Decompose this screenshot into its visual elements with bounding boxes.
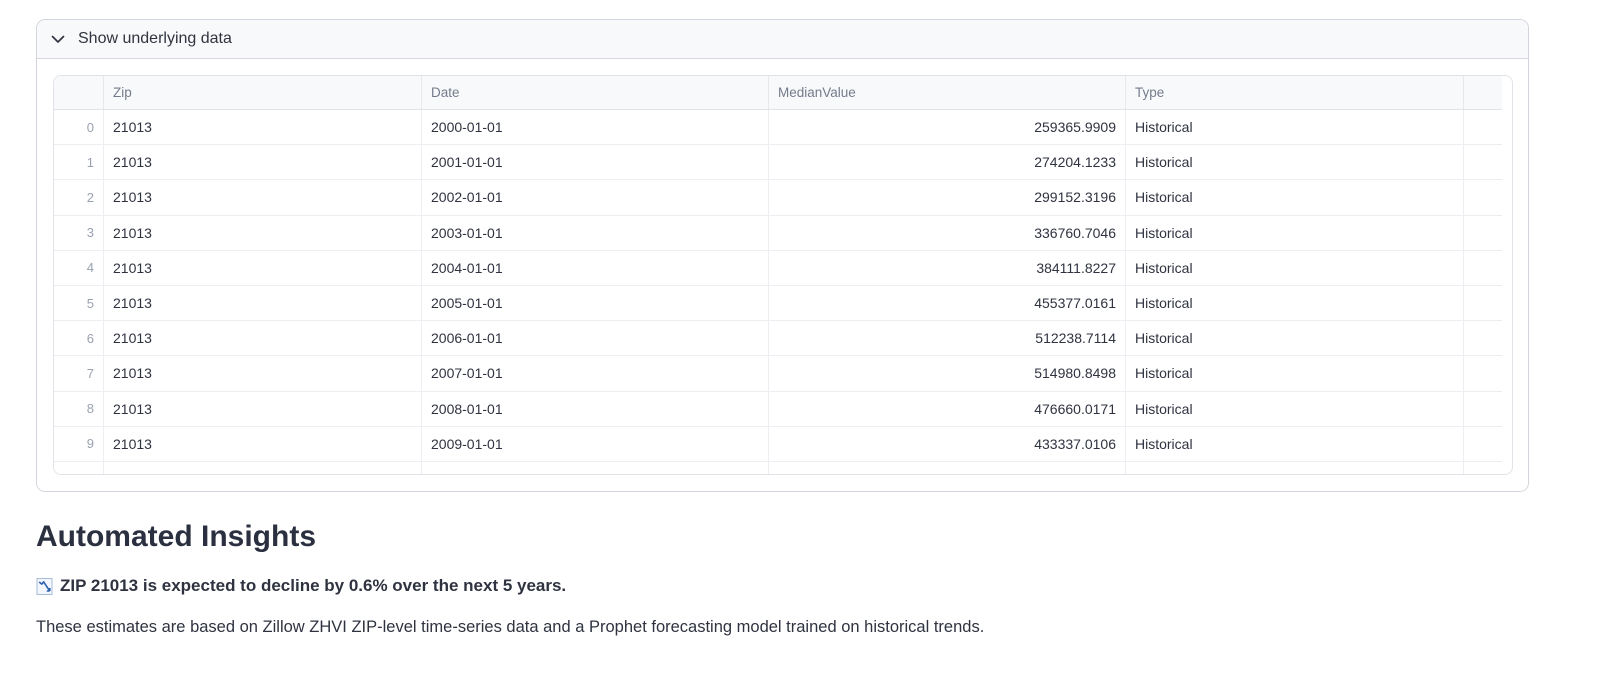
- row-index-cell: 2: [54, 180, 104, 215]
- row-filler-cell: [1464, 392, 1502, 426]
- date-cell: 2000-01-01: [422, 110, 769, 145]
- insight-footnote: These estimates are based on Zillow ZHVI…: [36, 618, 985, 636]
- date-cell: 2002-01-01: [422, 180, 769, 215]
- medianvalue-cell: 336760.7046: [769, 215, 1126, 250]
- chevron-down-icon: [51, 35, 65, 44]
- date-cell: 2005-01-01: [422, 285, 769, 321]
- type-cell: Historical: [1126, 461, 1464, 474]
- table-body: 0 21013 2000-01-01 259365.9909 Historica…: [54, 110, 1502, 474]
- row-filler-cell: [1464, 462, 1502, 474]
- date-cell: 2007-01-01: [422, 356, 769, 391]
- column-header-date: Date: [422, 76, 769, 109]
- date-cell: 2009-01-01: [422, 426, 769, 461]
- medianvalue-cell: [769, 461, 1126, 474]
- type-cell: Historical: [1126, 215, 1464, 250]
- insight-text: ZIP 21013 is expected to decline by 0.6%…: [60, 576, 567, 595]
- insight-highlight-line: ZIP 21013 is expected to decline by 0.6%…: [36, 576, 1536, 596]
- type-cell: Historical: [1126, 426, 1464, 461]
- column-header-type: Type: [1126, 76, 1464, 109]
- table-row: 6 21013 2006-01-01 512238.7114 Historica…: [54, 321, 1502, 357]
- zip-cell: 21013: [104, 461, 422, 474]
- table-row: 5 21013 2005-01-01 455377.0161 Historica…: [54, 285, 1502, 322]
- row-filler-cell: [1464, 145, 1502, 179]
- zip-cell: 21013: [104, 426, 422, 461]
- column-header-zip: Zip: [104, 76, 422, 109]
- row-filler-cell: [1464, 251, 1502, 285]
- date-cell: 2010-01-01: [422, 461, 769, 474]
- type-cell: Historical: [1126, 180, 1464, 215]
- row-index-cell: 10: [54, 461, 104, 474]
- type-cell: Historical: [1126, 321, 1464, 356]
- type-cell: Historical: [1126, 285, 1464, 321]
- row-index-cell: 4: [54, 250, 104, 285]
- data-table[interactable]: Zip Date MedianValue Type 0 21013 2000-0…: [53, 75, 1513, 475]
- expander-body: Zip Date MedianValue Type 0 21013 2000-0…: [37, 59, 1528, 491]
- row-filler-cell: [1464, 180, 1502, 214]
- zip-cell: 21013: [104, 215, 422, 250]
- row-filler-cell: [1464, 356, 1502, 390]
- column-header-index: [54, 76, 104, 109]
- table-header-row: Zip Date MedianValue Type: [54, 76, 1502, 110]
- row-index-cell: 3: [54, 215, 104, 250]
- row-index-cell: 0: [54, 110, 104, 145]
- zip-cell: 21013: [104, 321, 422, 356]
- type-cell: Historical: [1126, 391, 1464, 426]
- medianvalue-cell: 384111.8227: [769, 250, 1126, 285]
- zip-cell: 21013: [104, 391, 422, 426]
- type-cell: Historical: [1126, 356, 1464, 391]
- type-cell: Historical: [1126, 250, 1464, 285]
- row-index-cell: 6: [54, 321, 104, 356]
- row-index-cell: 1: [54, 145, 104, 180]
- medianvalue-cell: 274204.1233: [769, 145, 1126, 180]
- row-index-cell: 8: [54, 391, 104, 426]
- table-row: 4 21013 2004-01-01 384111.8227 Historica…: [54, 250, 1502, 286]
- table-row: 10 21013 2010-01-01 Historical: [54, 461, 1502, 474]
- row-filler-cell: [1464, 110, 1502, 144]
- row-filler-cell: [1464, 321, 1502, 355]
- medianvalue-cell: 433337.0106: [769, 426, 1126, 461]
- row-filler-cell: [1464, 427, 1502, 461]
- date-cell: 2008-01-01: [422, 391, 769, 426]
- table-row: 3 21013 2003-01-01 336760.7046 Historica…: [54, 215, 1502, 251]
- table-row: 8 21013 2008-01-01 476660.0171 Historica…: [54, 391, 1502, 427]
- date-cell: 2004-01-01: [422, 250, 769, 285]
- medianvalue-cell: 512238.7114: [769, 321, 1126, 356]
- zip-cell: 21013: [104, 110, 422, 145]
- zip-cell: 21013: [104, 145, 422, 180]
- row-index-cell: 5: [54, 285, 104, 321]
- chart-decreasing-icon: [36, 577, 54, 596]
- medianvalue-cell: 455377.0161: [769, 285, 1126, 321]
- table-grid: Zip Date MedianValue Type 0 21013 2000-0…: [54, 76, 1502, 474]
- table-row: 9 21013 2009-01-01 433337.0106 Historica…: [54, 426, 1502, 462]
- date-cell: 2003-01-01: [422, 215, 769, 250]
- table-row: 1 21013 2001-01-01 274204.1233 Historica…: [54, 145, 1502, 181]
- zip-cell: 21013: [104, 356, 422, 391]
- row-index-cell: 9: [54, 426, 104, 461]
- type-cell: Historical: [1126, 110, 1464, 145]
- column-header-medianvalue: MedianValue: [769, 76, 1126, 109]
- zip-cell: 21013: [104, 250, 422, 285]
- table-row: 0 21013 2000-01-01 259365.9909 Historica…: [54, 110, 1502, 146]
- expander-label: Show underlying data: [78, 30, 232, 47]
- medianvalue-cell: 514980.8498: [769, 356, 1126, 391]
- table-row: 7 21013 2007-01-01 514980.8498 Historica…: [54, 356, 1502, 392]
- date-cell: 2001-01-01: [422, 145, 769, 180]
- row-filler-cell: [1464, 286, 1502, 320]
- row-index-cell: 7: [54, 356, 104, 391]
- table-row: 2 21013 2002-01-01 299152.3196 Historica…: [54, 180, 1502, 216]
- insights-heading: Automated Insights: [36, 520, 317, 553]
- date-cell: 2006-01-01: [422, 321, 769, 356]
- column-header-filler: [1464, 76, 1502, 109]
- row-filler-cell: [1464, 216, 1502, 250]
- insights-section: Automated Insights ZIP 21013 is expected…: [36, 520, 1536, 637]
- medianvalue-cell: 476660.0171: [769, 391, 1126, 426]
- medianvalue-cell: 299152.3196: [769, 180, 1126, 215]
- expander-header[interactable]: Show underlying data: [37, 20, 1528, 59]
- expander-show-underlying-data: Show underlying data Zip Date MedianValu…: [36, 19, 1529, 492]
- zip-cell: 21013: [104, 285, 422, 321]
- zip-cell: 21013: [104, 180, 422, 215]
- medianvalue-cell: 259365.9909: [769, 110, 1126, 145]
- type-cell: Historical: [1126, 145, 1464, 180]
